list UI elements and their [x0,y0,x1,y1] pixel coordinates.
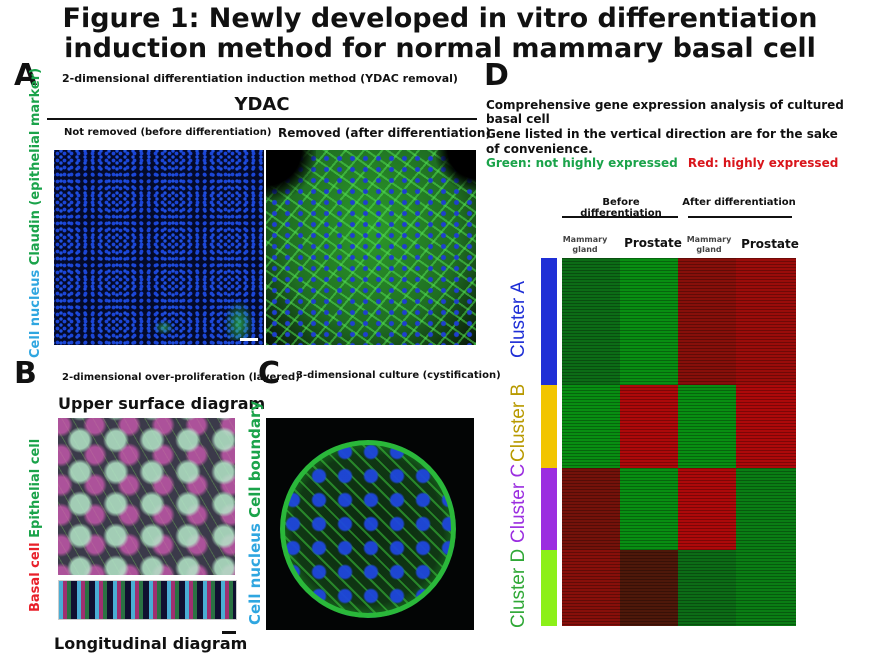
side-label-boundary: Cell boundary [246,400,264,518]
panel-c-heading: 3-dimensional culture (cystification) [296,370,501,381]
cluster-c-bar [541,468,557,550]
group-after-rule [688,216,792,218]
side-label-claudin: Claudin (epithelial marker) [28,67,43,266]
cluster-c-label: Cluster C [508,463,529,543]
scale-bar [222,631,236,634]
col-head-mammary-after: Mammary gland [686,235,732,254]
panel-d-legend: Green: not highly expressed Red: highly … [486,156,838,170]
micrograph-c-cyst [266,418,474,630]
cluster-b-bar [541,385,557,468]
col-head-mammary-before: Mammary gland [562,235,608,254]
ydac-label: YDAC [234,94,290,115]
figure-title-line1: Figure 1: Newly developed in vitro diffe… [62,3,818,34]
micrograph-b-upper [58,418,235,575]
group-after-label: After differentiation [682,197,796,208]
panel-c-letter: C [258,356,281,391]
col-head-prostate-before: Prostate [624,236,682,250]
panel-a-heading: 2-dimensional differentiation induction … [62,72,458,85]
legend-green: Green: not highly expressed [486,156,678,170]
panel-b-side-label: Basal cell Epithelial cell [28,439,43,612]
panel-a-letter: A [14,58,38,93]
micrograph-a-before [54,150,264,345]
panel-d-line1: Comprehensive gene expression analysis o… [486,98,844,126]
panel-a-right-caption: Removed (after differentiation) [278,126,491,140]
panel-d-line2: Gene listed in the vertical direction ar… [486,127,838,156]
legend-red: Red: highly expressed [687,156,839,170]
heatmap [562,258,796,626]
cluster-a-label: Cluster A [508,280,529,358]
side-label-epithelial: Epithelial cell [28,438,43,538]
col-head-prostate-after: Prostate [741,237,799,251]
panel-b-top-caption: Upper surface diagram [58,394,266,413]
cluster-b-label: Cluster B [508,383,529,462]
side-label-nucleus: Cell nucleus [246,523,264,625]
cluster-d-label: Cluster D [508,548,529,628]
cluster-d-bar [541,550,557,626]
side-label-nucleus: Cell nucleus [28,269,43,358]
panel-a-side-label: Cell nucleus Claudin (epithelial marker) [28,68,43,358]
panel-b-heading: 2-dimensional over-proliferation (layere… [62,372,300,383]
panel-b-letter: B [14,356,37,391]
micrograph-b-longitudinal [58,580,237,620]
scale-bar [240,338,258,341]
side-label-basal: Basal cell [28,542,43,612]
panel-d-letter: D [484,58,509,93]
panel-b-bottom-caption: Longitudinal diagram [54,634,248,653]
figure-title-line2: induction method for normal mammary basa… [64,33,816,64]
ydac-rule [47,118,477,120]
cluster-a-bar [541,258,557,385]
micrograph-a-after [266,150,476,345]
panel-a-left-caption: Not removed (before differentiation) [64,127,272,138]
panel-c-side-label: Cell nucleus Cell boundary [246,401,264,625]
group-before-rule [562,216,678,218]
group-before-label: Before differentiation [580,197,662,219]
